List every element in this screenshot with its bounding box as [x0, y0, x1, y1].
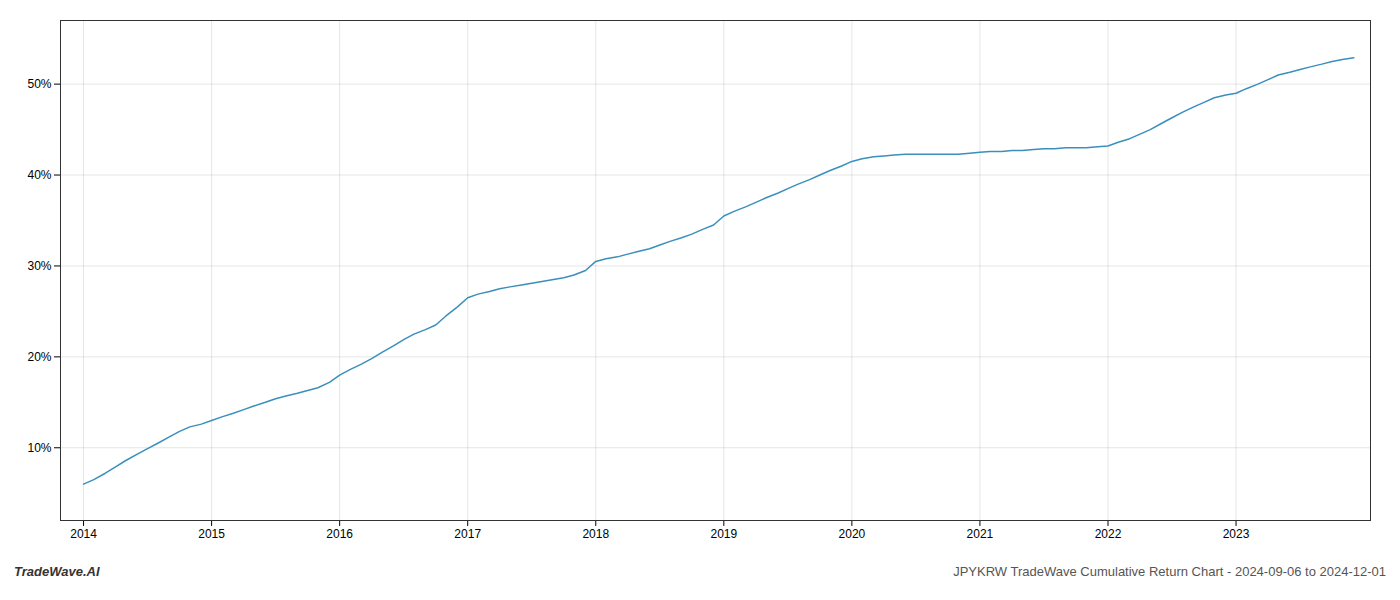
svg-text:50%: 50% [27, 77, 51, 91]
svg-text:2020: 2020 [839, 527, 866, 541]
html-text:TradeWave.AI: TradeWave.AI [14, 564, 100, 579]
svg-text:2022: 2022 [1095, 527, 1122, 541]
svg-text:30%: 30% [27, 259, 51, 273]
svg-text:40%: 40% [27, 168, 51, 182]
svg-text:2023: 2023 [1223, 527, 1250, 541]
svg-text:2014: 2014 [70, 527, 97, 541]
svg-text:20%: 20% [27, 350, 51, 364]
svg-text:2018: 2018 [582, 527, 609, 541]
svg-text:2017: 2017 [454, 527, 481, 541]
svg-text:10%: 10% [27, 441, 51, 455]
svg-text:2016: 2016 [326, 527, 353, 541]
svg-text:2021: 2021 [967, 527, 994, 541]
html-text:JPYKRW TradeWave Cumulative Re: JPYKRW TradeWave Cumulative Return Chart… [953, 564, 1386, 579]
svg-text:2015: 2015 [198, 527, 225, 541]
svg-text:2019: 2019 [710, 527, 737, 541]
